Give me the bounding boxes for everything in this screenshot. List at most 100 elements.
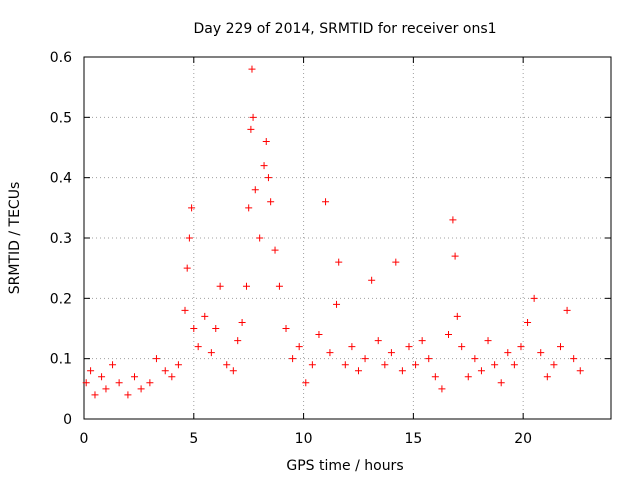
data-point xyxy=(458,343,466,351)
data-point xyxy=(453,312,461,320)
data-point xyxy=(124,391,132,399)
data-point xyxy=(341,361,349,369)
data-point xyxy=(398,367,406,375)
data-point xyxy=(256,234,264,242)
data-point xyxy=(491,361,499,369)
data-point xyxy=(282,325,290,332)
data-point xyxy=(223,361,231,369)
data-point xyxy=(471,355,479,363)
data-point xyxy=(174,361,182,369)
data-point xyxy=(295,343,303,351)
x-axis-label: GPS time / hours xyxy=(286,458,403,474)
data-point xyxy=(354,367,362,375)
data-point xyxy=(543,373,551,381)
y-tick-label: 0.4 xyxy=(50,171,72,187)
data-point xyxy=(207,349,215,357)
data-point xyxy=(251,186,259,194)
data-point xyxy=(431,373,439,381)
data-point xyxy=(326,349,334,357)
data-point xyxy=(115,379,123,387)
data-point xyxy=(381,361,389,369)
data-point xyxy=(289,355,297,363)
data-point xyxy=(131,373,139,381)
data-point xyxy=(504,349,512,357)
data-point xyxy=(275,282,283,290)
data-point xyxy=(247,125,255,133)
y-tick-label: 0.5 xyxy=(50,110,72,126)
data-point xyxy=(82,379,90,387)
data-point xyxy=(185,234,193,242)
data-point xyxy=(449,216,457,224)
data-point xyxy=(425,355,433,363)
data-point xyxy=(308,361,316,369)
data-point xyxy=(194,343,202,351)
data-point xyxy=(510,361,518,369)
x-tick-label: 20 xyxy=(514,431,532,447)
data-point xyxy=(146,379,154,387)
data-point xyxy=(368,276,376,284)
data-point xyxy=(98,373,106,381)
data-point xyxy=(477,367,485,375)
data-point xyxy=(537,349,545,357)
data-point xyxy=(91,391,99,399)
y-tick-label: 0 xyxy=(63,412,72,428)
data-point xyxy=(530,294,538,302)
data-point xyxy=(234,337,242,345)
data-point xyxy=(517,343,525,351)
y-tick-label: 0.3 xyxy=(50,231,72,247)
data-point xyxy=(392,258,400,266)
data-point xyxy=(212,325,220,332)
data-point xyxy=(238,318,246,326)
data-point xyxy=(201,312,209,320)
data-point xyxy=(438,385,446,393)
y-tick-label: 0.1 xyxy=(50,352,72,368)
data-points xyxy=(82,65,584,399)
data-point xyxy=(188,204,196,212)
grid xyxy=(84,57,611,419)
data-point xyxy=(570,355,578,363)
data-point xyxy=(302,379,310,387)
x-tick-label: 15 xyxy=(404,431,422,447)
data-point xyxy=(464,373,472,381)
data-point xyxy=(405,343,413,351)
data-point xyxy=(374,337,382,345)
data-point xyxy=(418,337,426,345)
data-point xyxy=(152,355,160,363)
data-point xyxy=(563,306,571,314)
data-point xyxy=(333,300,341,308)
data-point xyxy=(335,258,343,266)
data-point xyxy=(550,361,558,369)
data-point xyxy=(168,373,176,381)
y-axis-label: SRMTID / TECUs xyxy=(7,182,23,295)
data-point xyxy=(87,367,95,375)
data-point xyxy=(315,331,323,339)
data-point xyxy=(271,246,279,254)
data-point xyxy=(249,113,257,121)
data-point xyxy=(576,367,584,375)
data-point xyxy=(387,349,395,357)
y-tick-label: 0.2 xyxy=(50,291,72,307)
data-point xyxy=(451,252,459,260)
data-point xyxy=(245,204,253,212)
chart-title: Day 229 of 2014, SRMTID for receiver ons… xyxy=(193,21,496,37)
x-tick-label: 10 xyxy=(295,431,313,447)
data-point xyxy=(161,367,169,375)
data-point xyxy=(361,355,369,363)
data-point xyxy=(556,343,564,351)
x-tick-label: 0 xyxy=(80,431,89,447)
data-point xyxy=(181,306,189,314)
data-point xyxy=(445,331,453,339)
data-point xyxy=(183,264,191,272)
data-point xyxy=(248,65,256,73)
data-point xyxy=(137,385,145,393)
data-point xyxy=(109,361,117,369)
y-tick-label: 0.6 xyxy=(50,50,72,66)
data-point xyxy=(267,198,275,206)
axis-ticks: 0 0.1 0.2 0.3 0.4 0.5 0.6 0 5 10 15 20 xyxy=(50,50,611,447)
data-point xyxy=(262,137,270,145)
data-point xyxy=(264,174,272,182)
data-point xyxy=(348,343,356,351)
data-point xyxy=(260,162,268,170)
data-point xyxy=(229,367,237,375)
